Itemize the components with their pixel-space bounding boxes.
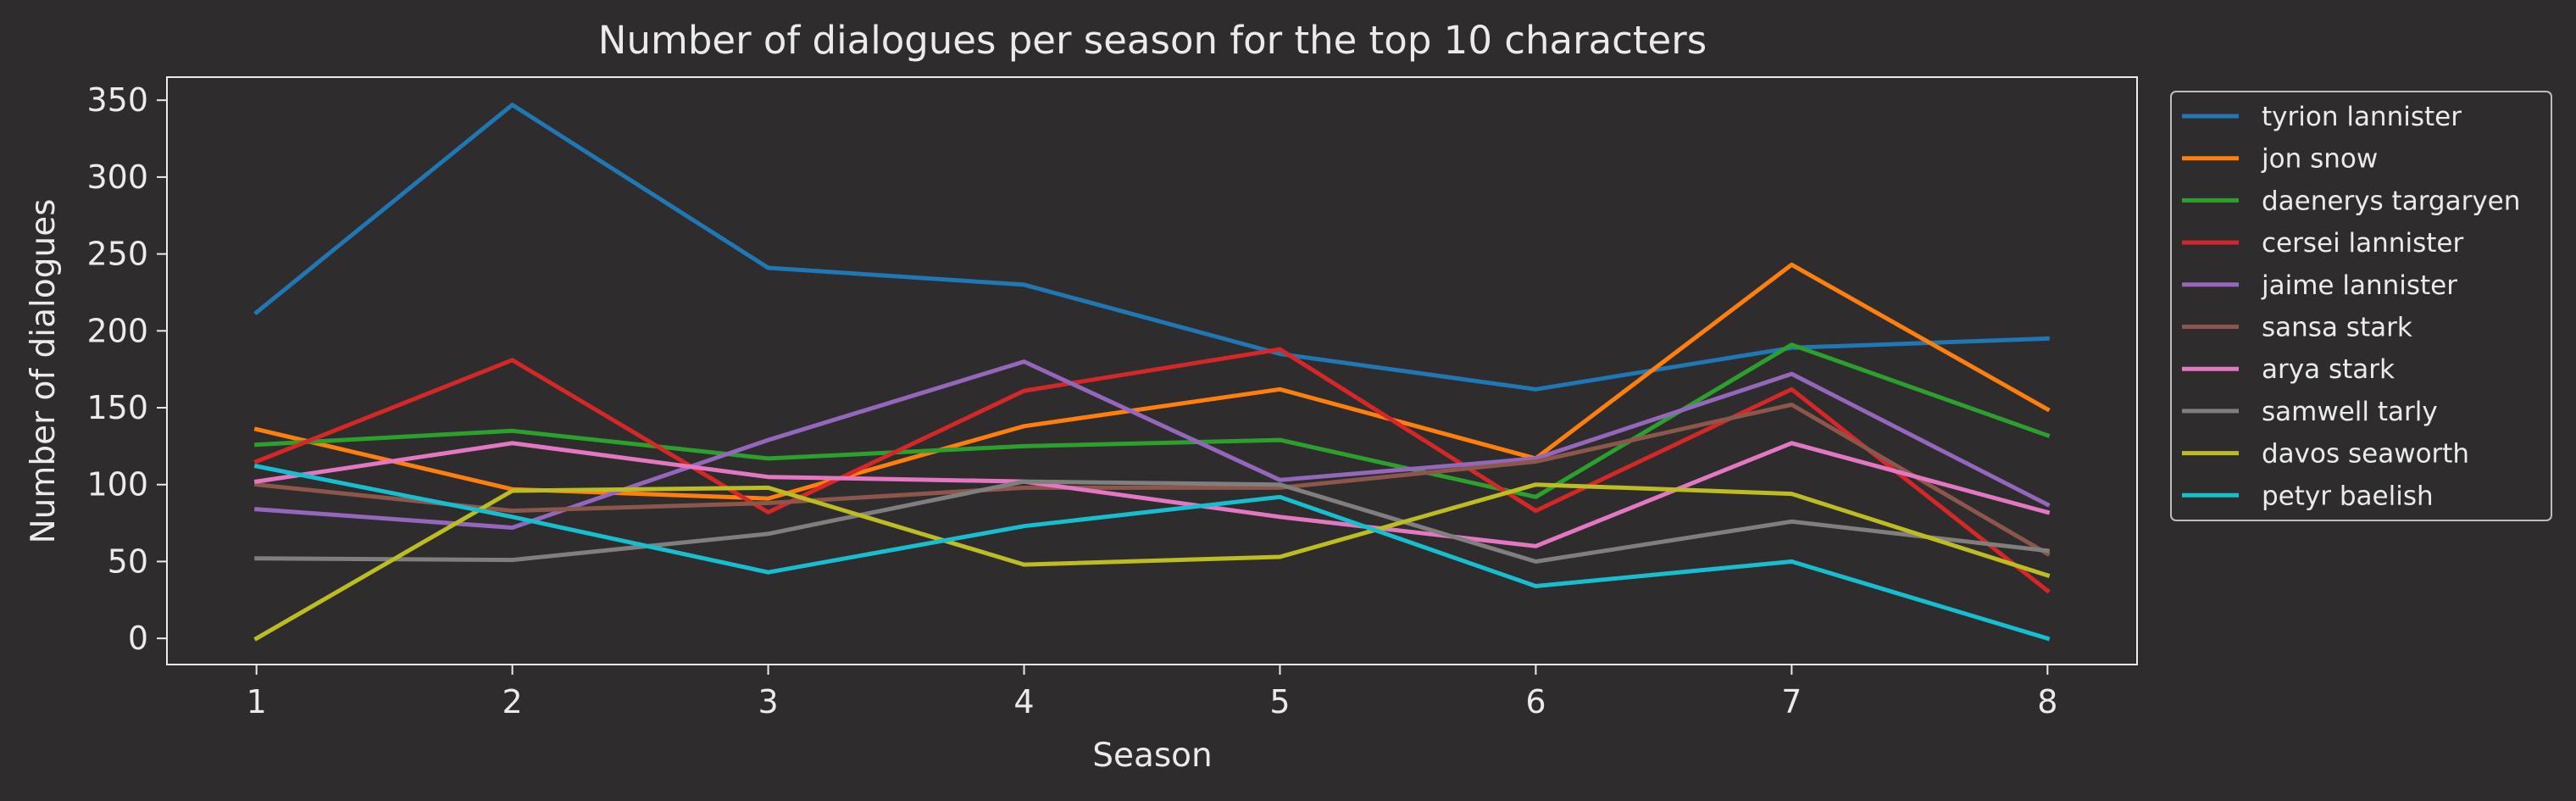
plot-lines <box>253 103 2051 642</box>
series-line-cersei-lannister <box>253 347 2051 594</box>
x-tick-label: 4 <box>1013 683 1034 720</box>
x-tick-label: 5 <box>1269 683 1290 720</box>
series-line-petyr-baelish <box>253 464 2051 642</box>
legend-label: sansa stark <box>2262 313 2412 343</box>
y-tick-label: 300 <box>86 159 148 196</box>
x-tick-label: 8 <box>2037 683 2057 720</box>
series-line-daenerys-targaryen <box>254 342 2051 499</box>
y-tick-label: 150 <box>86 389 148 426</box>
legend-label: jaime lannister <box>2261 270 2457 301</box>
legend-label: petyr baelish <box>2262 481 2434 511</box>
x-tick-label: 6 <box>1525 683 1546 720</box>
series-line-jaime-lannister <box>254 359 2051 530</box>
chart-title: Number of dialogues per season for the t… <box>598 18 1707 63</box>
series-line-sansa-stark <box>253 402 2051 557</box>
y-tick-label: 350 <box>86 81 148 119</box>
x-tick-label: 3 <box>758 683 778 720</box>
series-line-tyrion-lannister <box>253 103 2050 392</box>
legend-label: davos seaworth <box>2262 439 2469 470</box>
y-tick-label: 0 <box>128 620 148 657</box>
legend-label: arya stark <box>2262 354 2395 385</box>
x-tick-label: 1 <box>247 683 267 720</box>
legend-label: cersei lannister <box>2262 228 2463 259</box>
legend: tyrion lannister jon snow daenerys targary… <box>2170 91 2552 521</box>
legend-label: daenerys targaryen <box>2262 186 2520 216</box>
y-axis: 0 50 100 150 200 250 300 350 <box>86 81 167 657</box>
x-tick-label: 7 <box>1781 683 1802 720</box>
x-tick-label: 2 <box>502 683 523 720</box>
series-line-davos-seaworth <box>253 482 2051 642</box>
y-tick-label: 50 <box>108 542 148 580</box>
y-tick-label: 200 <box>86 312 148 349</box>
legend-label: jon snow <box>2261 144 2378 175</box>
x-axis-label: Season <box>1092 737 1213 775</box>
y-tick-label: 100 <box>86 466 148 503</box>
legend-items: tyrion lannister jon snow daenerys targary… <box>2182 102 2520 511</box>
series-line-arya-stark <box>253 441 2051 548</box>
legend-label: samwell tarly <box>2262 397 2438 427</box>
series-line-samwell-tarly <box>254 479 2051 564</box>
x-axis: 1 2 3 4 5 6 7 8 <box>247 665 2057 720</box>
plot-frame <box>166 76 2138 665</box>
legend-frame <box>2170 91 2552 521</box>
legend-label: tyrion lannister <box>2262 102 2462 132</box>
y-tick-label: 250 <box>86 236 148 273</box>
y-axis-label: Number of dialogues <box>25 198 63 543</box>
